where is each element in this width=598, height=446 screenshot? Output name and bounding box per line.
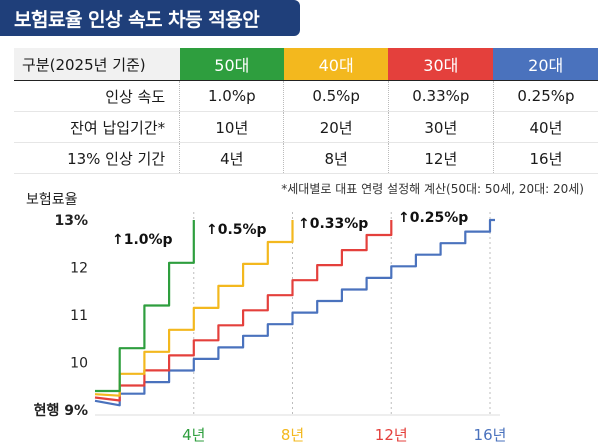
table-cell: 4년	[179, 142, 284, 174]
chart-title: 보험료율 인상 속도 차등 적용안	[0, 0, 300, 36]
series-line-40대	[94, 220, 294, 397]
row-label: 인상 속도	[14, 80, 180, 112]
group-header-30s: 30대	[388, 48, 494, 81]
series-annotation: ↑1.0%p	[112, 232, 173, 248]
table-cell: 1.0%p	[179, 80, 284, 112]
y-tick-label: 13%	[54, 213, 88, 229]
footnote: *세대별로 대표 연령 설정해 계산(50대: 50세, 20대: 20세)	[281, 182, 584, 196]
group-header-40s: 40대	[283, 48, 389, 81]
y-tick-label: 11	[70, 308, 88, 324]
series-annotation: ↑0.33%p	[298, 216, 368, 232]
table-row: 잔여 납입기간* 10년 20년 30년 40년	[14, 111, 598, 143]
table-cell: 10년	[179, 111, 284, 143]
table-cell: 16년	[492, 142, 598, 174]
info-table: 구분(2025년 기준) 50대 40대 30대 20대 인상 속도 1.0%p…	[14, 48, 598, 174]
y-axis-label: 보험료율	[26, 192, 78, 208]
table-header-row: 구분(2025년 기준) 50대 40대 30대 20대	[14, 48, 598, 81]
table-cell: 0.5%p	[283, 80, 389, 112]
y-tick-label: 12	[70, 261, 88, 277]
series-line-20대	[94, 218, 495, 407]
x-tick-label: 8년	[281, 426, 304, 444]
row-label: 13% 인상 기간	[14, 142, 180, 174]
table-row: 13% 인상 기간 4년 8년 12년 16년	[14, 142, 598, 174]
y-tick-label: 현행 9%	[34, 403, 88, 419]
group-header-20s: 20대	[493, 48, 598, 81]
x-tick-label: 4년	[182, 426, 205, 444]
series-line-50대	[95, 220, 195, 393]
table-cell: 12년	[387, 142, 494, 174]
table-cell: 20년	[283, 111, 389, 143]
table-cell: 0.33%p	[387, 80, 494, 112]
table-cell: 0.25%p	[492, 80, 598, 112]
table-row: 인상 속도 1.0%p 0.5%p 0.33%p 0.25%p	[14, 80, 598, 112]
row-label: 잔여 납입기간*	[14, 111, 180, 143]
series-annotation: ↑0.25%p	[398, 210, 468, 226]
header-label: 구분(2025년 기준)	[14, 48, 180, 81]
y-tick-label: 10	[70, 356, 88, 372]
x-tick-label: 12년	[375, 426, 408, 444]
table-cell: 40년	[492, 111, 598, 143]
table-cell: 8년	[283, 142, 389, 174]
group-header-50s: 50대	[179, 48, 284, 81]
series-annotation: ↑0.5%p	[206, 222, 267, 238]
table-cell: 30년	[387, 111, 494, 143]
x-tick-label: 16년	[474, 426, 507, 444]
